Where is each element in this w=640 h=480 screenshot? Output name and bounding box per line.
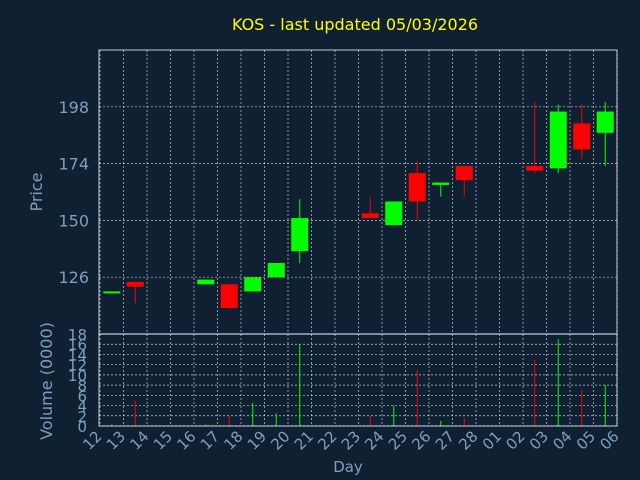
candle-body — [455, 165, 473, 181]
candle-body — [408, 173, 426, 202]
price-axis-label: Price — [27, 172, 46, 211]
price-tick-label: 198 — [58, 98, 89, 117]
price-tick-label: 126 — [58, 268, 89, 287]
volume-tick-label: 6 — [77, 387, 87, 405]
volume-tick-label: 16 — [68, 336, 87, 354]
candle-body — [267, 263, 285, 278]
candle-body — [573, 123, 591, 150]
chart-title: KOS - last updated 05/03/2026 — [232, 15, 478, 34]
candle-body — [126, 281, 144, 287]
candle-body — [361, 213, 379, 219]
candle-body — [549, 111, 567, 169]
price-grid — [99, 50, 618, 334]
candle-body — [432, 182, 450, 185]
candle-body — [526, 165, 544, 171]
volume-tick-label: 4 — [77, 398, 87, 416]
volume-axis-label: Volume (0000) — [37, 322, 56, 440]
price-tick-label: 150 — [58, 211, 89, 230]
candle-body — [291, 218, 309, 252]
candle-body — [385, 201, 403, 226]
candle-body — [596, 111, 614, 133]
volume-bars — [111, 339, 606, 426]
volume-tick-label: 12 — [68, 357, 87, 375]
volume-tick-label: 10 — [68, 367, 87, 385]
volume-tick-label: 18 — [68, 326, 87, 344]
price-tick-labels: 126 150 174 198 — [58, 98, 89, 287]
candle-body — [197, 279, 215, 285]
volume-tick-label: 0 — [77, 418, 87, 436]
x-tick-labels: 1213141516171819202122232425262728010203… — [79, 427, 622, 453]
candle-body — [103, 291, 121, 294]
price-candles — [103, 102, 614, 308]
volume-tick-label: 8 — [77, 377, 87, 395]
x-axis-label: Day — [333, 458, 363, 476]
volume-tick-label: 2 — [77, 408, 87, 426]
candle-body — [220, 284, 238, 308]
volume-tick-label: 14 — [68, 346, 87, 364]
price-tick-label: 174 — [58, 155, 89, 174]
candle-body — [244, 277, 262, 292]
volume-panel-frame — [98, 333, 618, 427]
